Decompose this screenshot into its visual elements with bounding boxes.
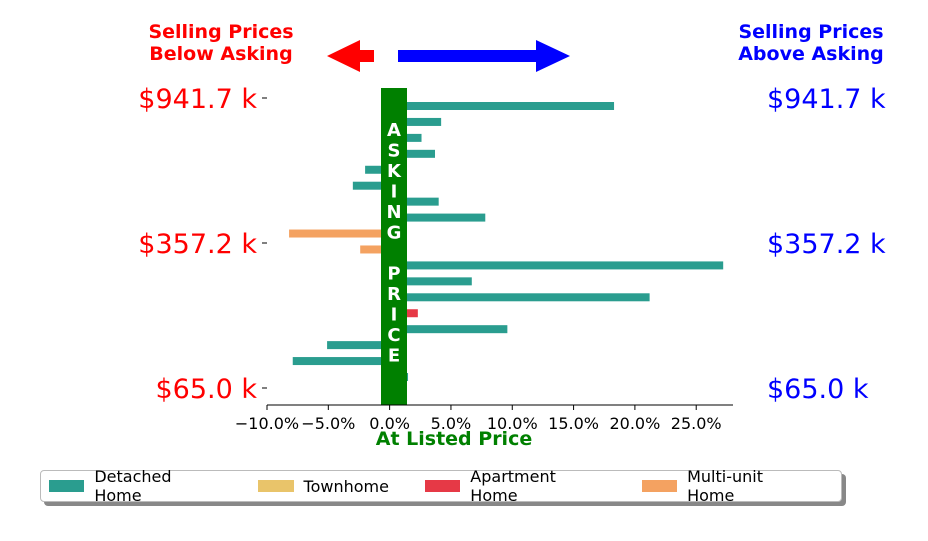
band-letter-1: S xyxy=(388,141,401,162)
header-right-line1: Selling Prices xyxy=(738,21,883,43)
x-tick-label-0: −10.0% xyxy=(235,414,299,433)
left-arrow-icon xyxy=(327,40,374,72)
bar-3 xyxy=(389,149,436,158)
x-tick-label-7: 25.0% xyxy=(671,414,722,433)
bar-12 xyxy=(389,293,650,302)
x-axis-ticks: −10.0% −5.0% 0.0% 5.0% 10.0% 15.0% 20.0% 25.0% xyxy=(235,405,722,433)
bar-15 xyxy=(327,341,390,350)
legend-label-detached: Detached Home xyxy=(94,467,172,505)
bars-group xyxy=(289,102,724,381)
bar-8 xyxy=(289,229,390,238)
band-letter-10: C xyxy=(387,325,400,346)
x-axis-label: At Listed Price xyxy=(376,428,532,450)
legend-label-apartment: Apartment Home xyxy=(470,467,556,505)
x-tick-label-2: 0.0% xyxy=(369,414,410,433)
bar-14 xyxy=(389,325,508,334)
x-tick-label-1: −5.0% xyxy=(301,414,355,433)
bar-1 xyxy=(389,117,442,126)
legend-item-detached: Detached Home xyxy=(49,467,222,505)
bar-9 xyxy=(360,245,390,254)
asking-price-band xyxy=(381,88,407,405)
band-letter-4: N xyxy=(386,202,401,223)
band-letter-11: E xyxy=(388,346,400,367)
band-letter-7: P xyxy=(387,264,400,285)
bar-11 xyxy=(389,277,472,286)
x-tick-label-5: 15.0% xyxy=(548,414,599,433)
price-label-right-top: $941.7 k xyxy=(767,84,886,115)
legend-swatch-multi-unit xyxy=(641,480,678,492)
bar-0 xyxy=(389,102,615,110)
bar-7 xyxy=(389,213,486,222)
bar-5 xyxy=(352,181,390,190)
header-right-line2: Above Asking xyxy=(738,43,884,65)
legend: Detached Home Townhome Apartment Home Mu… xyxy=(40,467,842,505)
band-letter-5: G xyxy=(387,223,402,244)
price-label-left-top: $941.7 k xyxy=(138,84,257,115)
band-letter-2: K xyxy=(387,161,402,182)
header-left-line2: Below Asking xyxy=(149,43,292,65)
bar-6 xyxy=(389,197,439,206)
x-tick-label-3: 5.0% xyxy=(431,414,472,433)
price-label-right-mid: $357.2 k xyxy=(767,229,886,260)
bar-16 xyxy=(292,357,390,366)
legend-item-multi-unit: Multi-unit Home xyxy=(641,467,813,505)
band-letter-8: R xyxy=(387,284,401,305)
legend-item-apartment: Apartment Home xyxy=(424,467,606,505)
legend-swatch-detached xyxy=(49,480,85,492)
bar-4 xyxy=(365,165,390,174)
band-letter-3: I xyxy=(391,182,398,203)
right-arrow-icon xyxy=(398,40,570,72)
price-label-left-bottom: $65.0 k xyxy=(155,374,257,405)
header-left-line1: Selling Prices xyxy=(148,21,293,43)
legend-label-multi-unit: Multi-unit Home xyxy=(687,467,763,505)
bar-10 xyxy=(389,261,724,270)
price-label-right-bottom: $65.0 k xyxy=(767,374,869,405)
band-letter-9: I xyxy=(391,305,398,326)
legend-label-townhome: Townhome xyxy=(303,476,389,496)
band-letter-0: A xyxy=(387,120,401,141)
legend-swatch-apartment xyxy=(424,480,461,492)
legend-item-townhome: Townhome xyxy=(257,476,389,496)
price-label-left-mid: $357.2 k xyxy=(138,229,257,260)
x-tick-label-6: 20.0% xyxy=(609,414,660,433)
x-tick-label-4: 10.0% xyxy=(487,414,538,433)
legend-swatch-townhome xyxy=(257,480,294,492)
